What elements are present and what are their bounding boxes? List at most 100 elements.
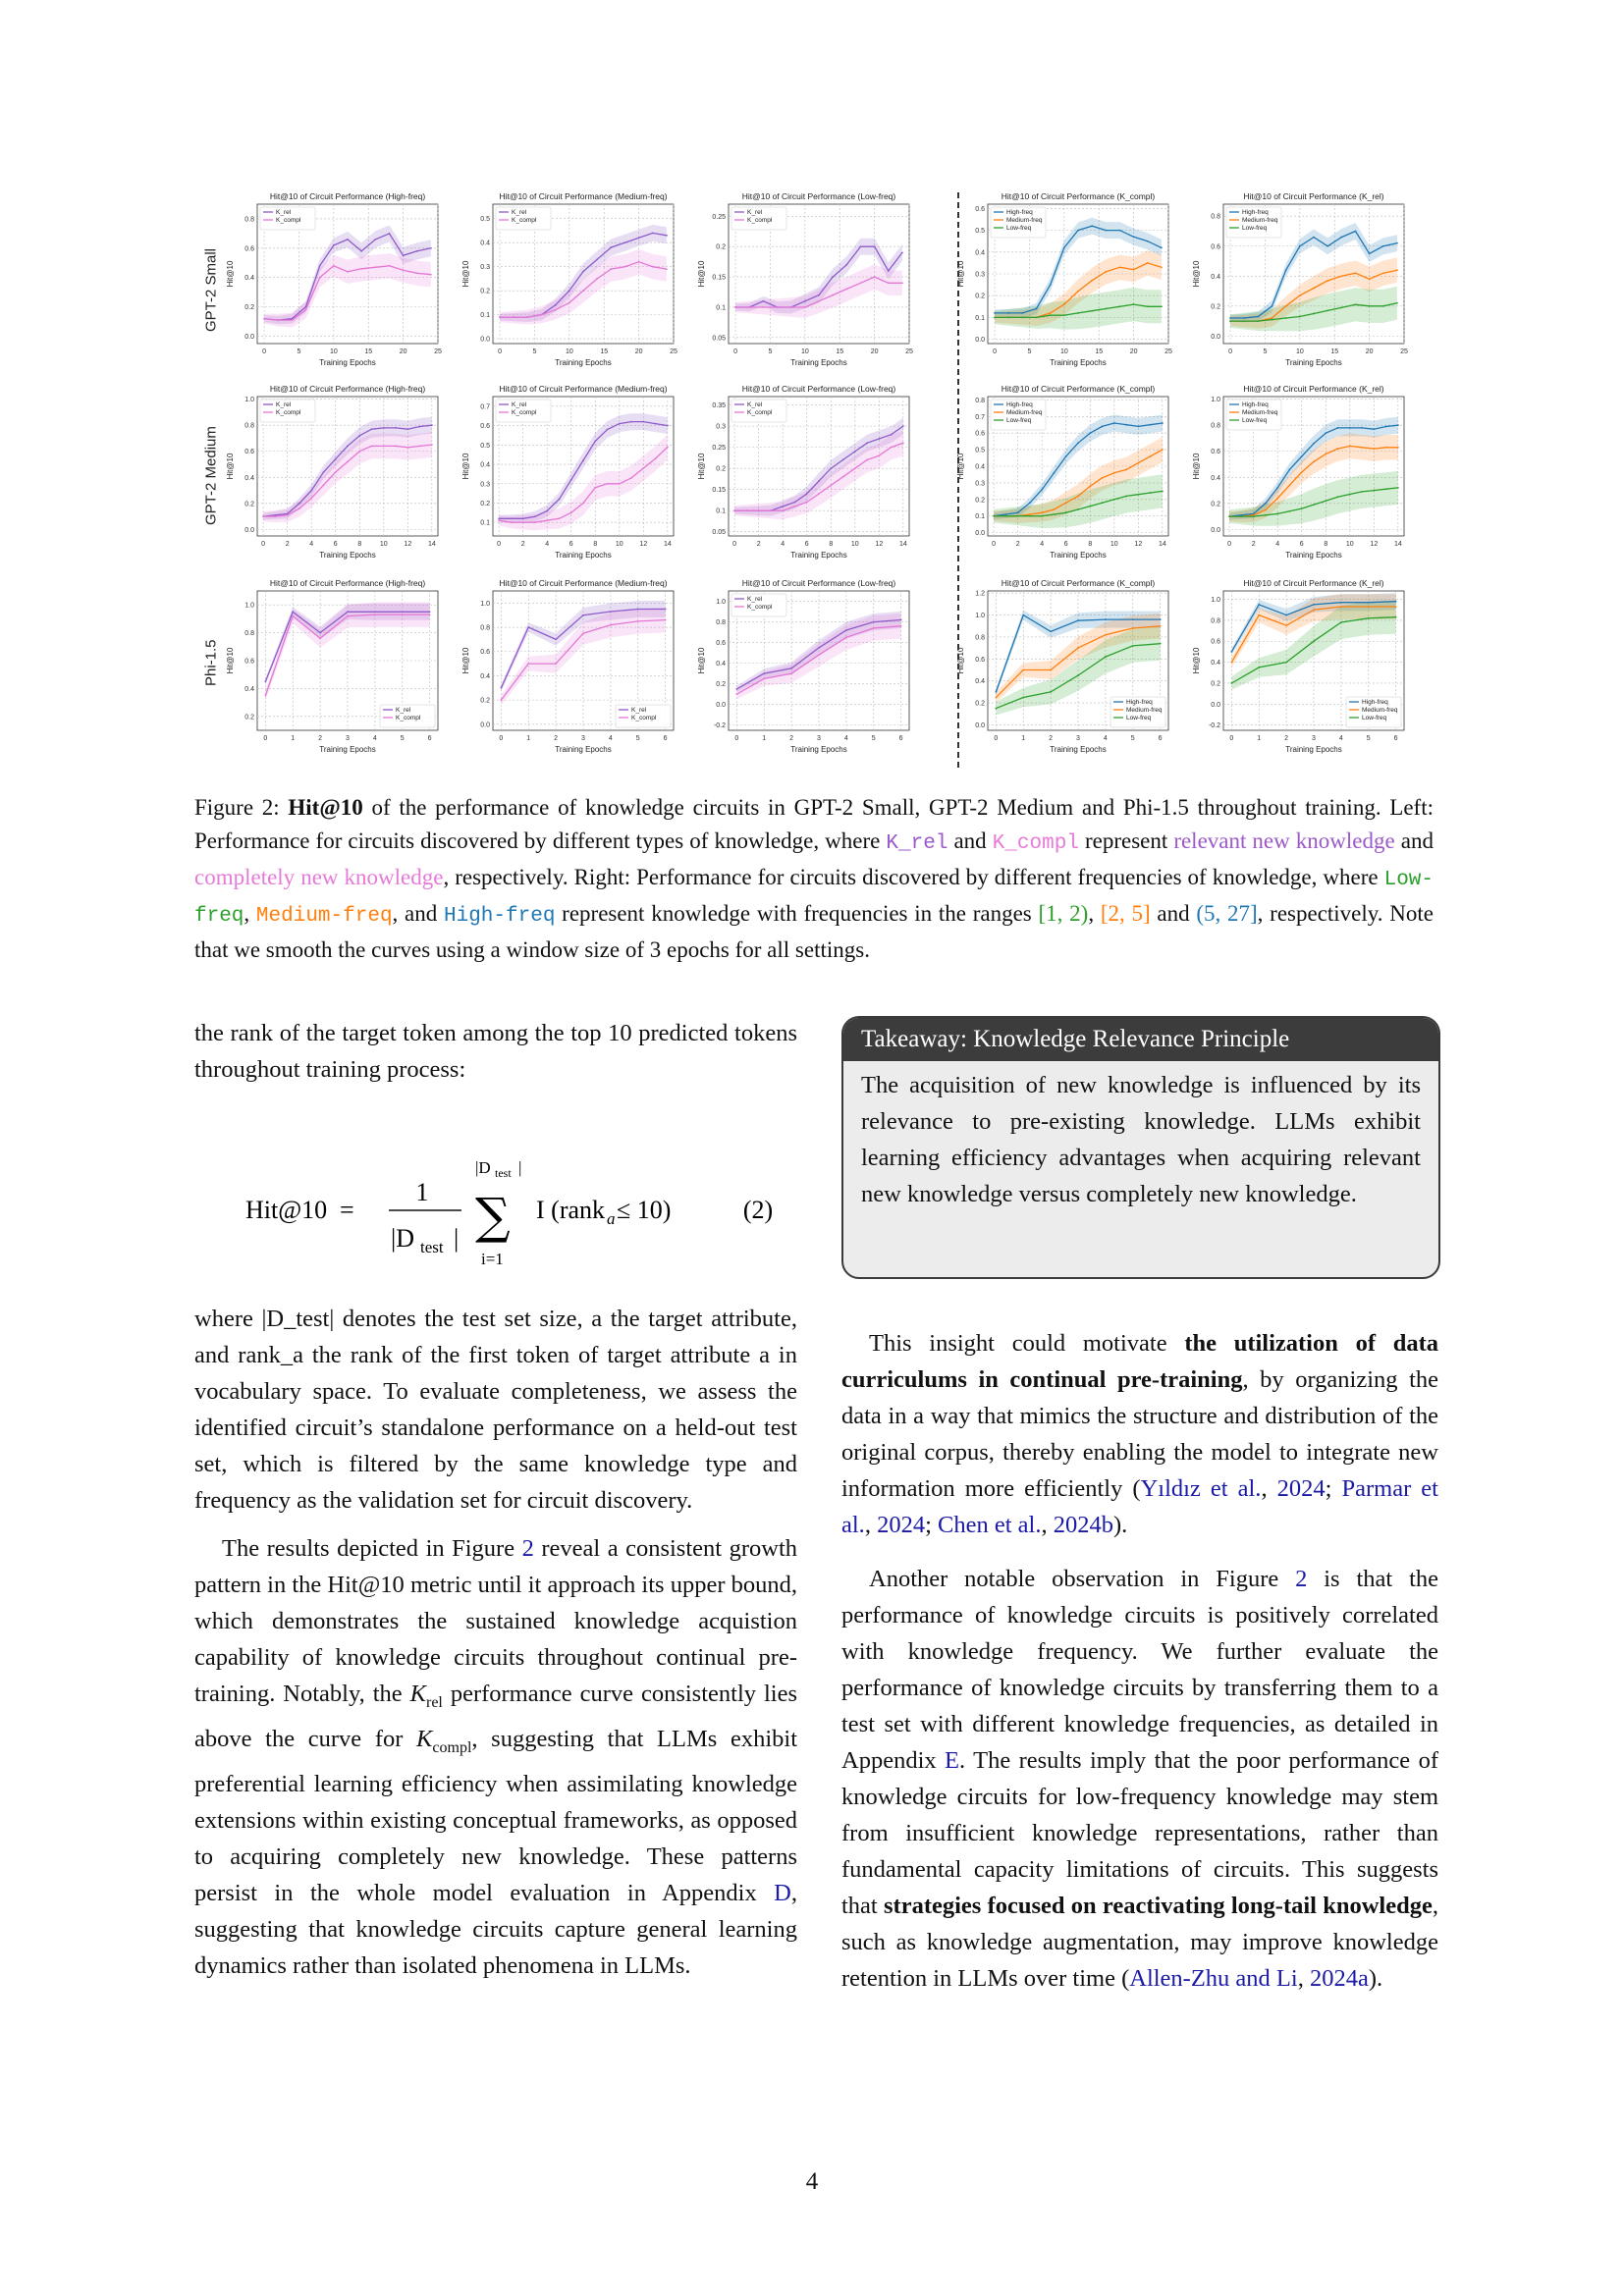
- data-point: [319, 637, 322, 640]
- x-tick-label: 10: [851, 541, 859, 548]
- data-point: [1396, 446, 1399, 449]
- x-tick-label: 3: [817, 735, 821, 742]
- confidence-band: [501, 601, 666, 692]
- data-point: [322, 484, 325, 487]
- x-axis-label: Training Epochs: [555, 358, 612, 367]
- appendix-d-link[interactable]: D: [774, 1879, 791, 1906]
- chart-panel: Hit@10 of Circuit Performance (Low-freq)…: [695, 383, 915, 565]
- x-tick-label: 2: [286, 541, 290, 548]
- y-tick-label: 0.8: [244, 216, 254, 223]
- y-tick-label: 0.0: [975, 722, 985, 729]
- data-point: [263, 317, 265, 320]
- data-point: [1394, 606, 1397, 608]
- data-point: [610, 268, 613, 271]
- confidence-band: [1230, 223, 1397, 323]
- x-tick-label: 5: [1264, 348, 1268, 355]
- chart-title: Hit@10 of Circuit Performance (K_rel): [1243, 191, 1383, 201]
- data-point: [1230, 661, 1233, 664]
- data-point: [526, 316, 529, 318]
- data-point: [1336, 426, 1339, 429]
- legend-box: [379, 704, 436, 728]
- y-axis-label: Hit@10: [461, 260, 470, 287]
- data-point: [568, 301, 570, 304]
- y-tick-label: 0.0: [716, 702, 726, 709]
- data-point: [762, 299, 765, 302]
- data-point: [637, 237, 640, 240]
- figure-ref-link[interactable]: 2: [521, 1535, 534, 1562]
- data-point: [521, 521, 524, 524]
- data-point: [994, 312, 996, 314]
- row-label-gpt2-small: GPT-2 Small: [202, 247, 220, 332]
- data-point: [1257, 320, 1260, 322]
- citation-year-link[interactable]: 2024: [877, 1512, 926, 1538]
- chart-panel: Hit@10 of Circuit Performance (K_rel) 0.0…: [1190, 190, 1410, 373]
- row-label-gpt2-medium: GPT-2 Medium: [202, 426, 220, 526]
- data-point: [776, 306, 779, 308]
- data-point: [510, 517, 513, 520]
- data-point: [1089, 485, 1092, 488]
- paragraph: This insight could motivate the utilizat…: [841, 1330, 1438, 1538]
- y-tick-label: 0.2: [480, 501, 490, 507]
- data-point: [298, 502, 300, 505]
- data-point: [370, 428, 373, 431]
- data-point: [428, 611, 431, 614]
- data-point: [630, 476, 632, 479]
- citation-year-link[interactable]: 2024b: [1053, 1512, 1113, 1538]
- x-tick-label: 1: [526, 735, 530, 742]
- x-tick-label: 4: [545, 541, 549, 548]
- data-point: [1004, 513, 1007, 515]
- citation-year-link[interactable]: 2024a: [1309, 1965, 1369, 1992]
- figure-caption: Figure 2: Hit@10 of the performance of k…: [194, 795, 1435, 962]
- figure-ref-link[interactable]: 2: [1295, 1566, 1308, 1592]
- x-tick-label: 2: [554, 735, 558, 742]
- x-tick-label: 12: [404, 541, 411, 548]
- data-point: [1131, 618, 1134, 620]
- x-tick-label: 6: [664, 735, 668, 742]
- data-point: [406, 428, 409, 431]
- data-point: [1137, 461, 1140, 464]
- y-tick-label: 0.05: [712, 529, 726, 536]
- legend-box: [990, 206, 1047, 239]
- y-axis-label: Hit@10: [226, 260, 235, 287]
- data-point: [1271, 304, 1273, 307]
- data-point: [748, 306, 751, 308]
- x-tick-label: 2: [1284, 735, 1288, 742]
- citation-link[interactable]: Yıldız et al.: [1140, 1475, 1262, 1502]
- caption-bold: Hit@10: [288, 795, 363, 820]
- data-point: [1101, 502, 1104, 505]
- confidence-band: [499, 434, 668, 531]
- y-axis-label: Hit@10: [956, 647, 965, 673]
- x-axis-label: Training Epochs: [1285, 358, 1342, 367]
- x-tick-label: 10: [801, 348, 809, 355]
- citation-link[interactable]: Allen-Zhu and Li: [1129, 1965, 1298, 1992]
- appendix-e-link[interactable]: E: [945, 1747, 960, 1774]
- data-point: [500, 686, 503, 689]
- citation-link[interactable]: Chen et al.: [938, 1512, 1042, 1538]
- data-point: [1029, 513, 1031, 515]
- data-point: [1288, 468, 1291, 471]
- citation-year-link[interactable]: 2024: [1276, 1475, 1326, 1502]
- y-tick-label: 0.6: [1211, 243, 1220, 250]
- data-point: [890, 446, 893, 449]
- data-point: [582, 502, 584, 505]
- confidence-band: [736, 611, 901, 693]
- data-point: [568, 290, 570, 293]
- confidence-band: [1231, 594, 1396, 667]
- data-point: [1354, 272, 1357, 275]
- data-point: [1367, 606, 1370, 608]
- data-point: [899, 624, 902, 627]
- x-tick-label: 12: [1370, 541, 1378, 548]
- chart-svg: Hit@10 of Circuit Performance (K_rel) 0.0…: [1192, 191, 1408, 367]
- x-tick-label: 0: [1229, 735, 1233, 742]
- data-point: [382, 445, 385, 448]
- data-point: [1340, 306, 1343, 309]
- citation-link[interactable]: Parmar et al.: [841, 1475, 1438, 1538]
- data-point: [1104, 633, 1107, 636]
- data-point: [402, 269, 405, 272]
- y-tick-label: 0.6: [244, 659, 254, 666]
- y-tick-label: 0.25: [712, 445, 726, 452]
- data-point: [1230, 651, 1233, 653]
- legend-box: [1110, 696, 1166, 728]
- data-point: [360, 267, 363, 270]
- x-tick-label: 14: [899, 541, 907, 548]
